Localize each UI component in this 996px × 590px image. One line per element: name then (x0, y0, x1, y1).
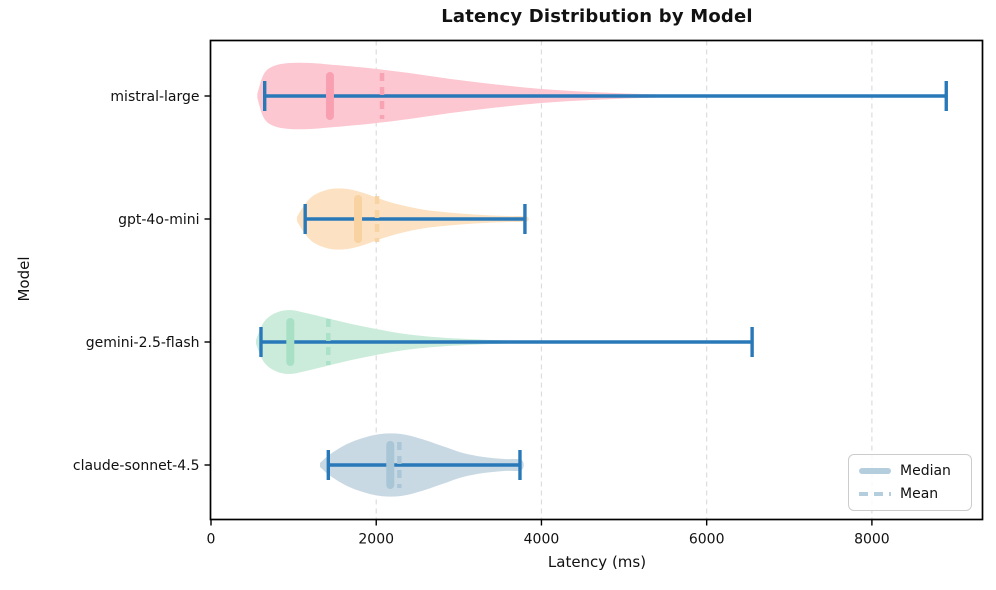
y-tick-label-claude-sonnet-4.5: claude-sonnet-4.5 (73, 458, 200, 474)
legend: Median Mean (848, 454, 972, 511)
median-line-swatch (859, 468, 891, 474)
x-tick-label-8000: 8000 (854, 532, 890, 548)
y-tick-label-gpt-4o-mini: gpt-4o-mini (118, 212, 199, 228)
median-marker-gpt-4o-mini (354, 195, 363, 243)
legend-median-label: Median (900, 463, 951, 479)
y-tick-label-gemini-2.5-flash: gemini-2.5-flash (86, 335, 200, 351)
x-tick-label-6000: 6000 (689, 532, 725, 548)
median-marker-claude-sonnet-4.5 (386, 441, 395, 489)
legend-row-median: Median (859, 463, 961, 479)
legend-row-mean: Mean (859, 486, 961, 502)
x-tick-label-0: 0 (207, 532, 216, 548)
y-tick-label-mistral-large: mistral-large (110, 89, 199, 105)
x-tick-label-2000: 2000 (358, 532, 394, 548)
chart-title: Latency Distribution by Model (441, 6, 753, 27)
axes-border (209, 39, 984, 521)
x-tick-label-4000: 4000 (524, 532, 560, 548)
mean-line-swatch (859, 491, 891, 497)
legend-mean-label: Mean (900, 486, 939, 502)
x-axis-title: Latency (ms) (547, 553, 647, 571)
median-marker-mistral-large (325, 72, 334, 120)
y-axis-title: Model (15, 256, 33, 302)
median-marker-gemini-2.5-flash (286, 318, 295, 366)
